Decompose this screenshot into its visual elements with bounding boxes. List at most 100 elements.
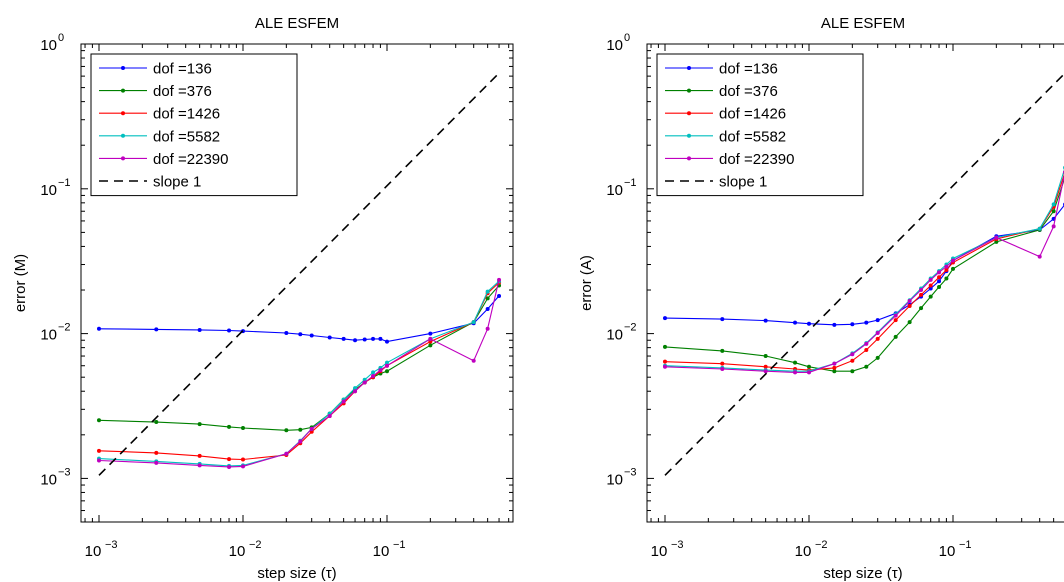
data-point [154,420,159,425]
data-point [907,304,912,309]
data-point [197,422,202,427]
data-point [309,426,314,431]
x-tick-label-exponent: −2 [249,539,262,551]
data-point [875,355,880,360]
tick-marks [647,43,1055,523]
legend-marker [687,156,691,161]
series-line-3 [664,173,1064,371]
data-point [850,322,855,327]
data-point [485,289,490,294]
data-point [284,428,289,433]
plot-area [662,72,1064,476]
legend-marker [687,133,691,138]
data-point [944,267,949,272]
data-point [96,448,101,453]
series-line-5 [98,279,500,468]
legend-entry: dof =5582 [153,128,220,145]
data-point [832,322,837,327]
x-tick-label: 10 [229,543,246,560]
data-point [362,337,367,342]
data-point [893,334,898,339]
x-tick-label: 10 [85,543,102,560]
legend-marker [687,111,691,116]
data-point [96,326,101,331]
legend-marker [121,133,125,138]
data-point [907,298,912,303]
data-point [227,457,232,462]
y-tick-label: 10 [40,182,57,199]
y-tick-label-exponent: −3 [624,466,637,478]
y-tick-label-exponent: −1 [58,177,71,189]
x-tick-label: 10 [373,543,390,560]
data-point [928,286,933,291]
data-point [907,320,912,325]
data-point [850,358,855,363]
legend-entry: slope 1 [719,174,767,191]
chart-title: ALE ESFEM [255,15,339,32]
data-point [240,457,245,462]
y-tick-label: 10 [606,37,623,54]
data-point [720,366,725,371]
data-point [806,321,811,326]
data-point [284,451,289,456]
data-point [1051,224,1056,229]
legend-entry: dof =1426 [153,106,220,123]
y-tick-label: 10 [40,327,57,344]
legend-entry: dof =22390 [153,151,229,168]
y-tick-label-exponent: −2 [58,322,71,334]
data-point [928,277,933,282]
y-tick-label-exponent: −2 [624,322,637,334]
data-point [227,464,232,469]
data-point [662,359,667,364]
data-point [806,364,811,369]
data-point [371,370,376,375]
data-point [309,333,314,338]
data-point [240,425,245,430]
data-point [353,389,358,394]
series-line-6 [98,72,500,476]
data-point [341,336,346,341]
data-point [806,370,811,375]
data-point [937,279,942,284]
data-point [327,413,332,418]
data-point [96,458,101,463]
legend-marker [687,66,691,70]
data-point [850,369,855,374]
data-point [197,453,202,458]
data-point [497,277,502,282]
legend-marker [121,66,125,70]
series-line-4 [664,168,1064,372]
data-point [428,336,433,341]
data-point [864,364,869,369]
data-point [428,331,433,336]
data-point [832,365,837,370]
data-point [298,332,303,337]
axes-frame [80,43,514,523]
data-point [919,306,924,311]
legend-marker [121,156,125,161]
series-line-6 [664,72,1064,476]
x-axis-label: step size (τ) [257,565,336,582]
x-tick-label-exponent: −1 [393,539,406,551]
data-point [950,266,955,271]
data-point [832,361,837,366]
data-point [154,460,159,465]
data-point [994,235,999,240]
data-point [298,427,303,432]
legend-box [656,53,864,197]
data-point [937,275,942,280]
data-point [378,336,383,341]
data-point [371,373,376,378]
data-point [1051,202,1056,207]
legend-marker [121,88,125,93]
data-point [362,380,367,385]
legend: dof =136 dof =376 dof =1426 dof =5582 dof =2… [90,53,298,197]
data-point [875,318,880,323]
data-point [937,284,942,289]
data-point [384,360,389,365]
legend-entry: dof =1426 [719,106,786,123]
y-tick-label-exponent: −1 [624,177,637,189]
data-point [850,352,855,357]
legend-entry: dof =22390 [719,151,795,168]
